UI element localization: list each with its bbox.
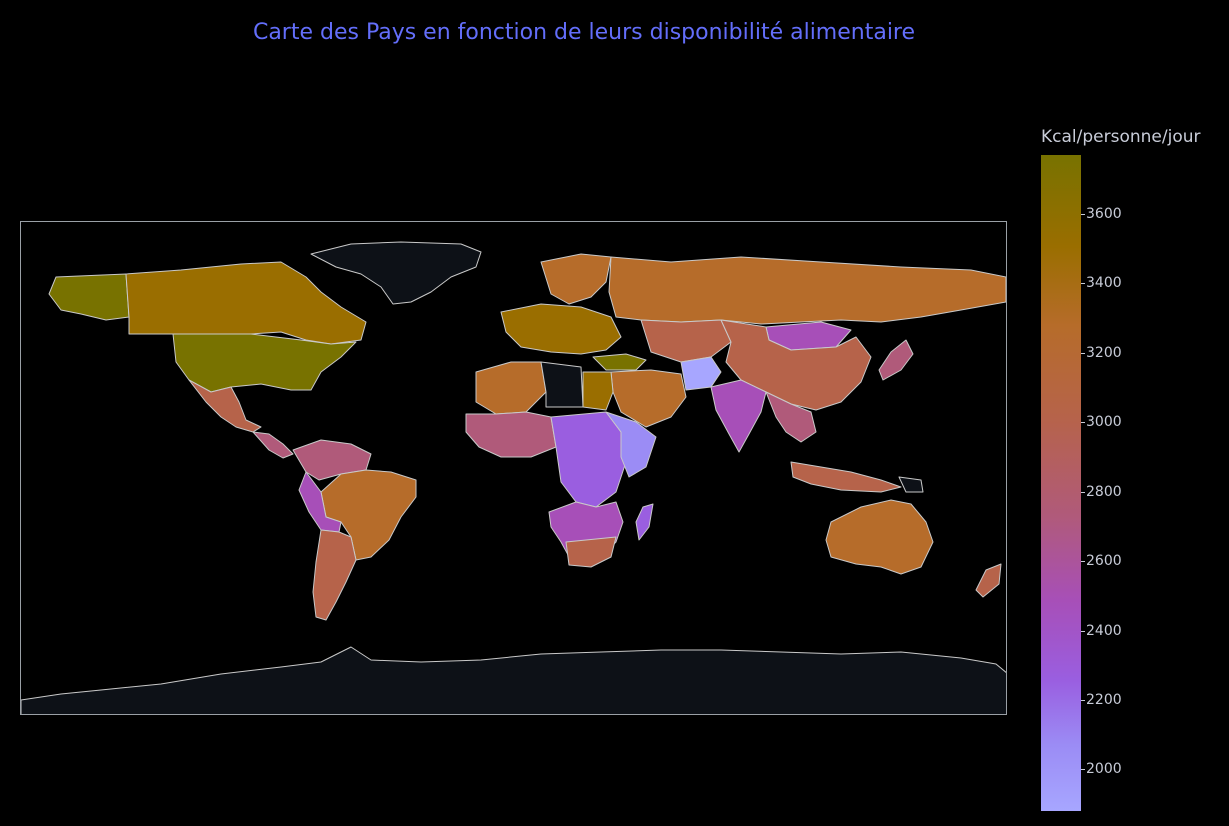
region-argentina-chile[interactable] xyxy=(312,529,357,621)
region-afghanistan[interactable] xyxy=(680,356,722,391)
chart-title: Carte des Pays en fonction de leurs disp… xyxy=(252,20,916,45)
region-canada[interactable] xyxy=(125,261,367,345)
region-australia[interactable] xyxy=(825,499,934,575)
colorbar-tick-label: 3200 xyxy=(1086,344,1122,361)
region-greenland[interactable] xyxy=(310,241,482,305)
colorbar-tick-label: 2400 xyxy=(1086,622,1122,639)
region-east-africa[interactable] xyxy=(605,411,657,478)
region-madagascar[interactable] xyxy=(635,503,654,541)
colorbar-tickmark xyxy=(1081,283,1085,285)
choropleth-map[interactable] xyxy=(20,221,1007,715)
region-indonesia[interactable] xyxy=(790,461,902,493)
colorbar-tick-label: 3600 xyxy=(1086,206,1122,222)
region-central-america[interactable] xyxy=(252,431,294,459)
colorbar-tick-label: 3000 xyxy=(1086,414,1122,431)
colorbar-tick-label: 2600 xyxy=(1086,553,1122,570)
region-russia[interactable] xyxy=(608,256,1006,325)
colorbar-tickmark xyxy=(1081,422,1085,424)
region-central-asia[interactable] xyxy=(640,319,732,363)
region-turkey[interactable] xyxy=(592,353,647,371)
region-west-africa[interactable] xyxy=(465,411,557,458)
region-middle-east[interactable] xyxy=(610,369,687,428)
colorbar-tickmark xyxy=(1081,352,1085,354)
colorbar-tickmark xyxy=(1081,561,1085,563)
colorbar-tickmark xyxy=(1081,214,1085,215)
region-western-europe[interactable] xyxy=(500,303,622,355)
region-southeast-asia[interactable] xyxy=(765,391,817,443)
colorbar-tick-label: 2200 xyxy=(1086,691,1122,708)
region-mexico[interactable] xyxy=(188,379,262,433)
region-scandinavia[interactable] xyxy=(540,253,612,305)
colorbar-tick-label: 3400 xyxy=(1086,275,1122,292)
region-antarctica[interactable] xyxy=(21,646,1007,715)
colorbar-tickmark xyxy=(1081,699,1085,701)
region-japan[interactable] xyxy=(878,339,914,381)
region-alaska[interactable] xyxy=(48,273,130,321)
region-papua-new-guinea[interactable] xyxy=(898,476,924,493)
colorbar-tickmark xyxy=(1081,491,1085,493)
colorbar-tickmark xyxy=(1081,769,1085,771)
colorbar-title: Kcal/personne/jour xyxy=(1041,127,1201,147)
region-central-africa[interactable] xyxy=(550,411,627,508)
region-egypt[interactable] xyxy=(582,371,614,411)
region-libya[interactable] xyxy=(540,361,584,408)
colorbar-tick-label: 2800 xyxy=(1086,483,1122,500)
region-china[interactable] xyxy=(720,319,872,411)
colorbar xyxy=(1041,155,1081,811)
region-south-africa[interactable] xyxy=(565,536,617,568)
region-new-zealand[interactable] xyxy=(975,563,1002,598)
colorbar-tickmark xyxy=(1081,630,1085,632)
colorbar-tick-label: 2000 xyxy=(1086,761,1122,778)
region-north-africa-west[interactable] xyxy=(475,361,547,415)
region-india[interactable] xyxy=(710,379,767,453)
